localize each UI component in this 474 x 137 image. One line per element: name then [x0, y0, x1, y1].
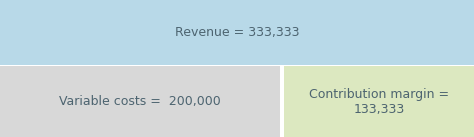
Text: Revenue = 333,333: Revenue = 333,333	[175, 26, 299, 39]
Bar	[284, 66, 474, 137]
Text: Variable costs =  200,000: Variable costs = 200,000	[59, 95, 221, 108]
Bar	[0, 66, 280, 137]
Bar	[0, 0, 474, 65]
Text: Contribution margin =
133,333: Contribution margin = 133,333	[309, 88, 449, 116]
